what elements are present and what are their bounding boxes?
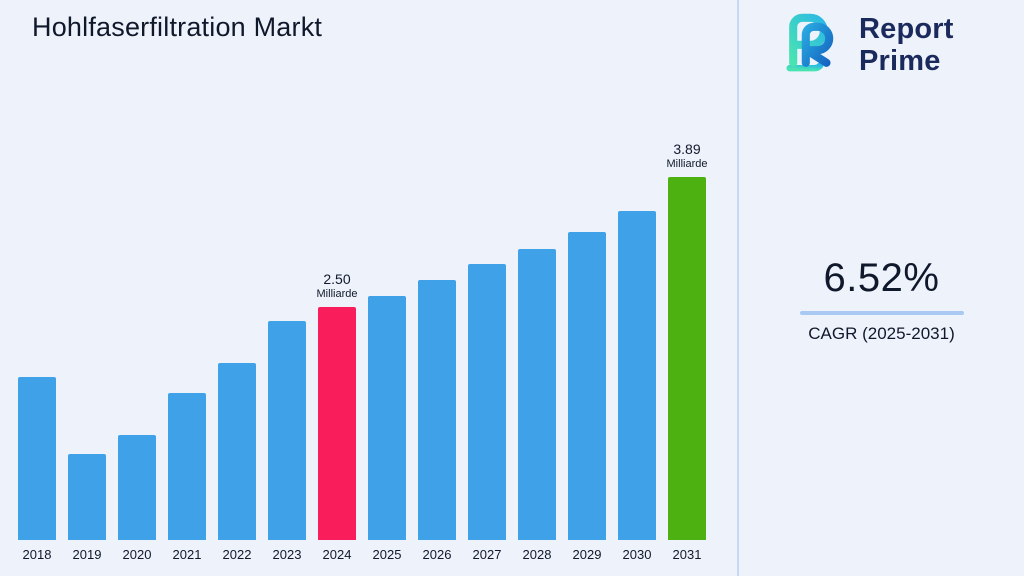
bar-2018 (18, 377, 56, 540)
side-panel: Report Prime 6.52% CAGR (2025-2031) (737, 0, 1024, 576)
bar-column-2028: 2028 (518, 249, 556, 562)
bar-column-2026: 2026 (418, 280, 456, 562)
bar-2024 (318, 307, 356, 540)
bar-column-2029: 2029 (568, 232, 606, 562)
x-tick-2024: 2024 (322, 547, 352, 562)
bar-unit-2031: Milliarde (666, 158, 708, 171)
x-tick-2027: 2027 (472, 547, 502, 562)
bar-2025 (368, 296, 406, 540)
bar-2019 (68, 454, 106, 540)
bar-2021 (168, 393, 206, 540)
x-tick-2023: 2023 (272, 547, 302, 562)
x-tick-2021: 2021 (172, 547, 202, 562)
bar-column-2024: 2.50 Milliarde 2024 (317, 271, 358, 562)
bar-value-2031: 3.89 (673, 140, 701, 157)
x-tick-2019: 2019 (72, 547, 102, 562)
bar-unit-2024: Milliarde (316, 288, 358, 301)
bar-value-label-2024: 2.50 Milliarde (317, 271, 358, 302)
bar-2027 (468, 264, 506, 540)
bar-chart: 2018 2019 2020 2021 2022 2023 2.50 Milliarde 202… (18, 141, 708, 562)
brand-word-prime: Prime (859, 44, 941, 77)
bar-2022 (218, 363, 256, 540)
x-tick-2029: 2029 (572, 547, 602, 562)
bar-column-2021: 2021 (168, 393, 206, 562)
bar-2031 (668, 177, 706, 540)
bar-column-2022: 2022 (218, 363, 256, 562)
bar-2026 (418, 280, 456, 540)
bar-2023 (268, 321, 306, 540)
chart-region: Hohlfaserfiltration Markt 2018 2019 2020 20… (18, 12, 708, 562)
report-prime-logo-icon (777, 10, 849, 81)
bar-column-2020: 2020 (118, 435, 156, 562)
x-tick-2018: 2018 (22, 547, 52, 562)
x-tick-2022: 2022 (222, 547, 252, 562)
x-tick-2025: 2025 (372, 547, 402, 562)
x-tick-2030: 2030 (622, 547, 652, 562)
bar-2030 (618, 211, 656, 540)
x-tick-2020: 2020 (122, 547, 152, 562)
brand-logo: Report Prime (777, 10, 954, 81)
bar-column-2031: 3.89 Milliarde 2031 (667, 141, 708, 562)
cagr-divider (799, 311, 964, 315)
cagr-value: 6.52% (823, 256, 940, 300)
brand-wordmark: Report Prime (859, 13, 954, 77)
bar-column-2023: 2023 (268, 321, 306, 562)
bar-column-2025: 2025 (368, 296, 406, 562)
bar-value-label-2031: 3.89 Milliarde (667, 141, 708, 172)
bar-column-2027: 2027 (468, 264, 506, 562)
cagr-block: 6.52% CAGR (2025-2031) (739, 256, 1024, 344)
bar-column-2030: 2030 (618, 211, 656, 562)
x-tick-2026: 2026 (422, 547, 452, 562)
bar-column-2019: 2019 (68, 454, 106, 562)
cagr-label: CAGR (2025-2031) (808, 324, 955, 343)
bar-2028 (518, 249, 556, 540)
bar-value-2024: 2.50 (323, 270, 351, 287)
bar-2020 (118, 435, 156, 540)
x-tick-2031: 2031 (672, 547, 702, 562)
bar-column-2018: 2018 (18, 377, 56, 562)
brand-word-report: Report (859, 13, 954, 46)
x-tick-2028: 2028 (522, 547, 552, 562)
bar-2029 (568, 232, 606, 540)
page-title: Hohlfaserfiltration Markt (32, 12, 323, 42)
